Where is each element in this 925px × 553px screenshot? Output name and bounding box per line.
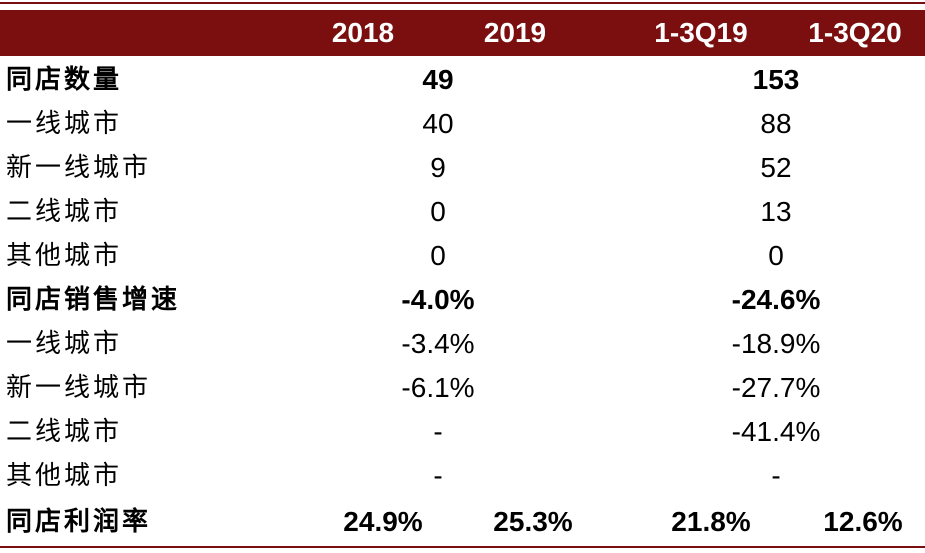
header-2019: 2019: [483, 17, 547, 48]
cell-1-3q: -41.4%: [731, 416, 821, 447]
cell-1-3q: -18.9%: [731, 328, 821, 359]
table-row: 其他城市 0 0: [0, 234, 925, 278]
table-row-same-store-margin: 同店利润率 24.9% 25.3% 21.8% 12.6%: [0, 500, 925, 544]
header-1-3q20: 1-3Q20: [808, 17, 902, 48]
cell-1-3q19: 21.8%: [671, 506, 751, 537]
cell-1-3q: 153: [752, 64, 800, 95]
cell-2018: 24.9%: [343, 506, 423, 537]
cell-1-3q: 13: [760, 196, 792, 227]
cell-2018-2019: 49: [422, 64, 454, 95]
cell-2018-2019: -: [433, 416, 443, 447]
row-label: 新一线城市: [6, 153, 152, 183]
cell-2018-2019: 9: [430, 152, 446, 183]
cell-1-3q: -27.7%: [731, 372, 821, 403]
bottom-rule: [0, 546, 925, 548]
cell-2018-2019: 40: [422, 108, 454, 139]
cell-1-3q: 88: [760, 108, 792, 139]
table-row: 新一线城市 9 52: [0, 146, 925, 190]
table-header: 2018 2019 1-3Q19 1-3Q20: [0, 10, 925, 56]
table-row: 二线城市 0 13: [0, 190, 925, 234]
cell-2018-2019: -4.0%: [401, 284, 475, 315]
row-label: 其他城市: [6, 461, 123, 491]
row-label: 二线城市: [6, 197, 123, 227]
cell-2018-2019: -6.1%: [401, 372, 475, 403]
row-label: 一线城市: [6, 329, 123, 359]
cell-2018-2019: -3.4%: [401, 328, 475, 359]
top-rule: [0, 2, 925, 4]
table-row-same-store-count: 同店数量 49 153: [0, 58, 925, 102]
header-2018: 2018: [331, 17, 395, 48]
table-row-same-store-sales-growth: 同店销售增速 -4.0% -24.6%: [0, 278, 925, 322]
row-label: 二线城市: [6, 417, 123, 447]
row-label: 其他城市: [6, 241, 123, 271]
cell-1-3q: -24.6%: [731, 284, 821, 315]
cell-1-3q: -: [771, 460, 781, 491]
cell-2018-2019: 0: [430, 196, 446, 227]
cell-2018-2019: 0: [430, 240, 446, 271]
header-1-3q19: 1-3Q19: [654, 17, 748, 48]
row-label: 同店数量: [6, 65, 123, 95]
table-row: 一线城市 -3.4% -18.9%: [0, 322, 925, 366]
row-label: 同店利润率: [6, 507, 152, 537]
row-label: 同店销售增速: [6, 285, 181, 315]
cell-2019: 25.3%: [493, 506, 573, 537]
cell-1-3q: 52: [760, 152, 792, 183]
cell-1-3q: 0: [768, 240, 784, 271]
cell-1-3q20: 12.6%: [823, 506, 903, 537]
table-row: 新一线城市 -6.1% -27.7%: [0, 366, 925, 410]
table-row: 二线城市 - -41.4%: [0, 410, 925, 454]
row-label: 新一线城市: [6, 373, 152, 403]
cell-2018-2019: -: [433, 460, 443, 491]
table-row: 一线城市 40 88: [0, 102, 925, 146]
row-label: 一线城市: [6, 109, 123, 139]
table-row: 其他城市 - -: [0, 454, 925, 498]
